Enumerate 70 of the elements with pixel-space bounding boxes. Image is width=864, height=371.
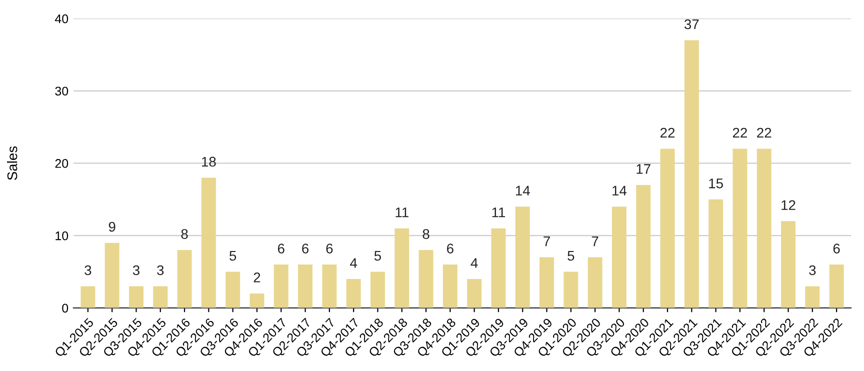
bar bbox=[540, 257, 554, 308]
data-label: 22 bbox=[660, 128, 675, 138]
data-label: 9 bbox=[108, 222, 116, 232]
bar bbox=[708, 199, 724, 308]
data-label: 4 bbox=[470, 258, 478, 268]
bar bbox=[491, 228, 506, 308]
bar bbox=[442, 264, 458, 308]
bar bbox=[80, 286, 96, 308]
bar bbox=[732, 148, 748, 308]
data-label: 22 bbox=[732, 128, 747, 138]
data-label: 8 bbox=[181, 229, 188, 239]
data-label: 3 bbox=[157, 265, 164, 276]
bar bbox=[274, 264, 288, 308]
bar bbox=[322, 264, 337, 308]
data-label: 11 bbox=[492, 208, 505, 218]
bar bbox=[298, 264, 313, 308]
bar bbox=[564, 272, 578, 308]
bar bbox=[153, 286, 168, 308]
bar bbox=[226, 272, 240, 308]
data-label: 18 bbox=[202, 156, 216, 167]
data-label: 4 bbox=[350, 258, 358, 268]
bar bbox=[177, 250, 192, 308]
data-label: 2 bbox=[254, 272, 260, 282]
bar bbox=[394, 228, 410, 308]
data-label: 3 bbox=[84, 265, 92, 276]
bar bbox=[660, 148, 675, 308]
bar bbox=[370, 272, 385, 308]
bar bbox=[756, 148, 772, 308]
data-label: 17 bbox=[636, 164, 650, 174]
bar bbox=[781, 221, 796, 308]
bar bbox=[636, 184, 651, 308]
data-label: 37 bbox=[684, 19, 699, 30]
data-label: 6 bbox=[326, 244, 333, 254]
bar bbox=[418, 250, 434, 308]
data-label: 22 bbox=[757, 128, 772, 138]
y-tick-label: 20 bbox=[55, 159, 68, 168]
bar bbox=[588, 257, 602, 308]
data-label: 6 bbox=[833, 244, 840, 254]
y-tick-label: 0 bbox=[62, 304, 68, 313]
bar bbox=[805, 286, 820, 308]
data-label: 6 bbox=[447, 244, 454, 254]
bar bbox=[346, 278, 361, 308]
data-label: 14 bbox=[612, 186, 627, 196]
data-label: 12 bbox=[782, 200, 796, 210]
bar bbox=[612, 206, 626, 308]
data-label: 6 bbox=[302, 244, 309, 254]
bar bbox=[201, 178, 216, 308]
data-label: 5 bbox=[568, 250, 574, 261]
y-tick-label: 40 bbox=[54, 14, 68, 24]
data-label: 7 bbox=[544, 236, 550, 246]
bar bbox=[515, 206, 530, 308]
bar bbox=[104, 242, 120, 308]
data-label: 7 bbox=[592, 236, 598, 246]
bar bbox=[684, 40, 699, 308]
y-tick-label: 10 bbox=[56, 231, 68, 240]
data-label: 11 bbox=[396, 208, 408, 218]
bar bbox=[250, 293, 264, 308]
data-label: 15 bbox=[709, 178, 723, 188]
data-label: 6 bbox=[278, 244, 284, 254]
bar bbox=[467, 278, 482, 308]
data-label: 14 bbox=[516, 186, 530, 196]
bar bbox=[128, 286, 144, 308]
data-label: 5 bbox=[374, 250, 381, 261]
data-label: 3 bbox=[809, 265, 816, 276]
bar bbox=[829, 264, 844, 308]
y-tick-label: 30 bbox=[55, 86, 68, 96]
data-label: 8 bbox=[422, 229, 430, 239]
data-label: 5 bbox=[230, 250, 236, 261]
y-axis-title: Sales bbox=[7, 146, 18, 180]
data-label: 3 bbox=[132, 265, 140, 276]
